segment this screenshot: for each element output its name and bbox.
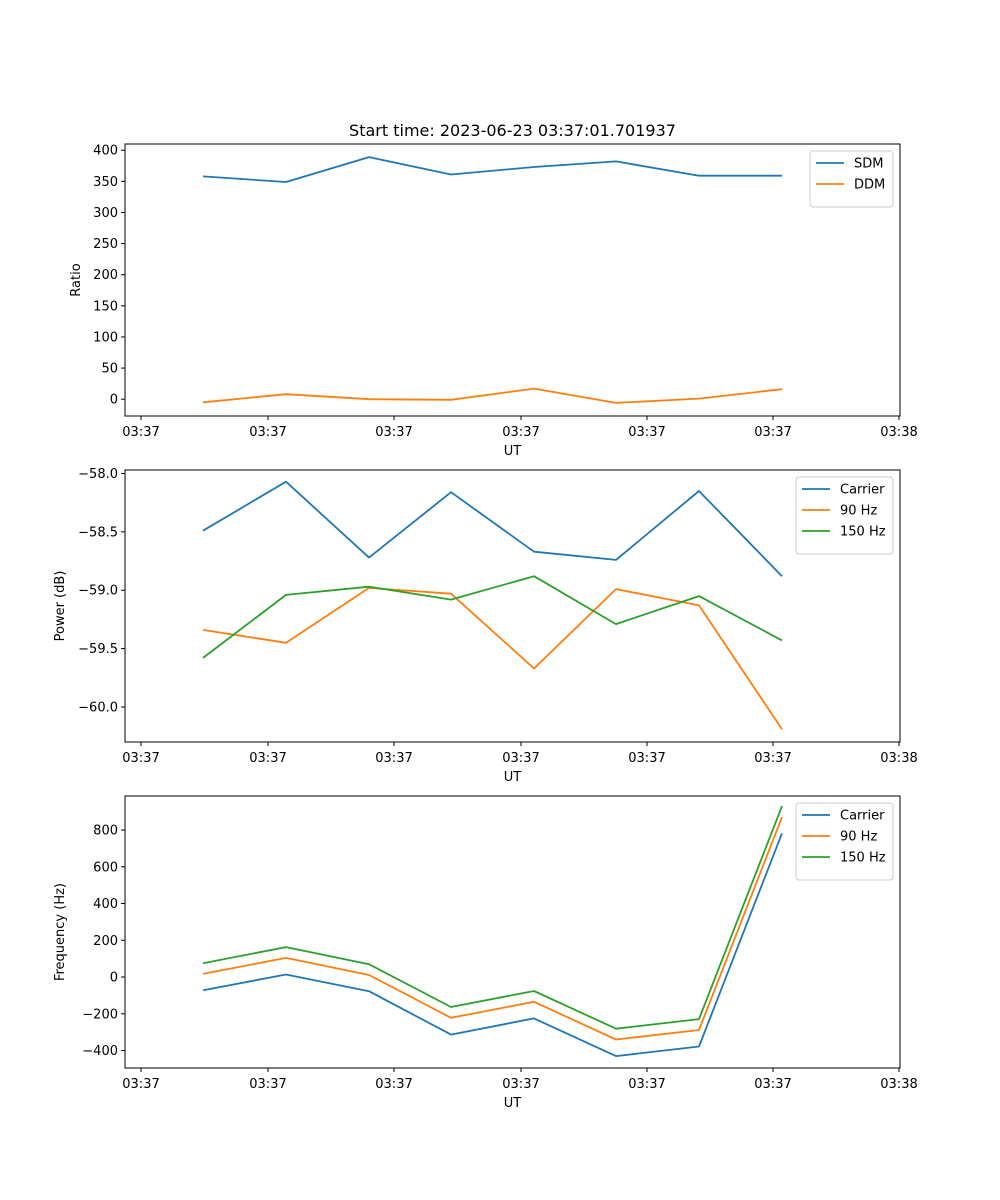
x-tick-label: 03:38 [880, 751, 917, 766]
y-axis-label: Frequency (Hz) [53, 883, 68, 981]
axes-frame [124, 469, 901, 743]
y-tick-label: −60.0 [78, 700, 118, 715]
chart-title: Start time: 2023-06-23 03:37:01.701937 [349, 121, 676, 140]
y-tick-label: 350 [93, 175, 118, 190]
series-line-150-hz [202, 805, 783, 1030]
legend-box [795, 476, 894, 555]
x-tick-label: 03:37 [249, 751, 286, 766]
axes-frame [124, 795, 901, 1069]
series-line-ddm [202, 387, 783, 404]
legend-box [795, 802, 894, 881]
y-tick-label: 150 [93, 299, 118, 314]
series-line-carrier [202, 832, 783, 1057]
legend-box [809, 150, 894, 208]
y-tick-label: 200 [93, 934, 118, 949]
x-tick-label: 03:37 [249, 1077, 286, 1092]
x-tick-label: 03:37 [754, 425, 791, 440]
x-tick-label: 03:37 [628, 425, 665, 440]
legend-entry: Carrier [840, 809, 885, 824]
legend-entry: 150 Hz [840, 525, 886, 540]
x-tick-label: 03:38 [880, 1077, 917, 1092]
x-tick-label: 03:37 [628, 751, 665, 766]
y-tick-label: 800 [93, 824, 118, 839]
legend-entry: 90 Hz [840, 504, 877, 519]
chart-panel-3: −400 −200 0 200 400 600 800 03:37 03:37 03:37 03:3… [53, 795, 918, 1111]
chart-panel-2: −60.0 −59.5 −59.0 −58.5 −58.0 03:37 03:37 03:37… [53, 467, 918, 785]
series-line-sdm [202, 156, 782, 183]
y-tick-label: −200 [82, 1007, 118, 1022]
axes-frame [124, 143, 901, 417]
x-axis-label: UT [504, 444, 522, 459]
x-tick-label: 03:37 [122, 751, 159, 766]
x-tick-label: 03:37 [122, 425, 159, 440]
legend-entry: 90 Hz [840, 830, 877, 845]
legend-entry: SDM [854, 157, 883, 172]
series-line-90-hz [202, 587, 783, 730]
legend: Carrier 90 Hz 150 Hz [795, 802, 894, 881]
series-line-90-hz [202, 816, 783, 1041]
x-tick-label: 03:38 [880, 425, 917, 440]
x-tick-label: 03:37 [754, 751, 791, 766]
y-tick-label: 300 [93, 206, 118, 221]
x-tick-label: 03:37 [375, 1077, 412, 1092]
y-tick-label: −59.5 [78, 642, 118, 657]
x-tick-label: 03:37 [375, 425, 412, 440]
x-tick-label: 03:37 [502, 751, 539, 766]
y-tick-label: 600 [93, 860, 118, 875]
x-axis-label: UT [504, 770, 522, 785]
chart-panel-1: Start time: 2023-06-23 03:37:01.701937 0 5… [69, 121, 918, 459]
y-tick-label: −58.5 [78, 525, 118, 540]
y-tick-label: 100 [93, 330, 118, 345]
x-tick-label: 03:37 [502, 425, 539, 440]
y-tick-label: 400 [93, 897, 118, 912]
y-tick-label: −59.0 [78, 584, 118, 599]
x-tick-label: 03:37 [754, 1077, 791, 1092]
y-axis-label: Power (dB) [53, 571, 68, 642]
y-tick-label: 0 [110, 971, 118, 986]
x-tick-label: 03:37 [122, 1077, 159, 1092]
y-axis-label: Ratio [69, 263, 84, 296]
y-tick-label: 400 [93, 144, 118, 159]
y-tick-label: 200 [93, 268, 118, 283]
legend-entry: DDM [854, 178, 885, 193]
legend-entry: Carrier [840, 483, 885, 498]
series-line-150-hz [202, 575, 783, 659]
y-tick-label: −400 [82, 1044, 118, 1059]
y-tick-label: 50 [101, 362, 118, 377]
x-axis-label: UT [504, 1096, 522, 1111]
series-line-carrier [202, 480, 783, 577]
y-tick-label: 250 [93, 237, 118, 252]
legend: SDM DDM [809, 150, 894, 208]
x-tick-label: 03:37 [502, 1077, 539, 1092]
y-tick-label: −58.0 [78, 467, 118, 482]
x-tick-label: 03:37 [628, 1077, 665, 1092]
y-tick-label: 0 [110, 393, 118, 408]
x-tick-label: 03:37 [375, 751, 412, 766]
legend: Carrier 90 Hz 150 Hz [795, 476, 894, 555]
x-tick-label: 03:37 [249, 425, 286, 440]
legend-entry: 150 Hz [840, 851, 886, 866]
